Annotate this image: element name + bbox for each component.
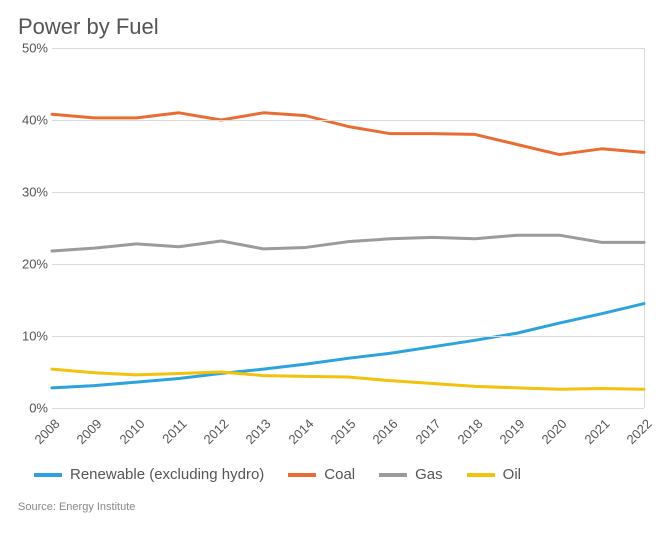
legend-swatch xyxy=(288,473,316,477)
series-line xyxy=(52,369,644,389)
legend-item: Coal xyxy=(288,466,355,483)
chart-title: Power by Fuel xyxy=(18,14,654,40)
source-attribution: Source: Energy Institute xyxy=(18,501,654,513)
x-axis-label: 2015 xyxy=(328,416,359,447)
gridline xyxy=(52,336,644,337)
y-axis-label: 40% xyxy=(22,113,48,128)
y-axis-label: 50% xyxy=(22,41,48,56)
x-axis-label: 2013 xyxy=(243,416,274,447)
x-axis-label: 2022 xyxy=(624,416,655,447)
x-axis-label: 2014 xyxy=(285,416,316,447)
y-axis-label: 30% xyxy=(22,185,48,200)
legend-swatch xyxy=(467,473,495,477)
legend-label: Gas xyxy=(415,466,443,483)
y-axis-label: 10% xyxy=(22,329,48,344)
gridline xyxy=(52,408,644,409)
x-axis-label: 2017 xyxy=(412,416,443,447)
x-axis-label: 2008 xyxy=(32,416,63,447)
gridline xyxy=(52,48,644,49)
legend-item: Renewable (excluding hydro) xyxy=(34,466,264,483)
chart-lines xyxy=(52,48,644,408)
x-axis-label: 2009 xyxy=(74,416,105,447)
gridline xyxy=(52,120,644,121)
legend-label: Renewable (excluding hydro) xyxy=(70,466,264,483)
x-axis-label: 2010 xyxy=(116,416,147,447)
legend-swatch xyxy=(379,473,407,477)
x-axis-label: 2019 xyxy=(497,416,528,447)
series-line xyxy=(52,235,644,251)
x-axis-label: 2020 xyxy=(539,416,570,447)
legend-item: Oil xyxy=(467,466,521,483)
y-axis-label: 0% xyxy=(29,401,48,416)
legend-label: Oil xyxy=(503,466,521,483)
chart-plot-area: 0%10%20%30%40%50%20082009201020112012201… xyxy=(52,48,645,408)
x-axis-label: 2021 xyxy=(581,416,612,447)
legend: Renewable (excluding hydro) Coal Gas Oil xyxy=(34,466,654,483)
x-axis-label: 2016 xyxy=(370,416,401,447)
legend-item: Gas xyxy=(379,466,443,483)
gridline xyxy=(52,192,644,193)
gridline xyxy=(52,264,644,265)
x-axis-label: 2018 xyxy=(454,416,485,447)
x-axis-label: 2012 xyxy=(201,416,232,447)
x-axis-label: 2011 xyxy=(159,416,189,446)
legend-swatch xyxy=(34,473,62,477)
legend-label: Coal xyxy=(324,466,355,483)
y-axis-label: 20% xyxy=(22,257,48,272)
